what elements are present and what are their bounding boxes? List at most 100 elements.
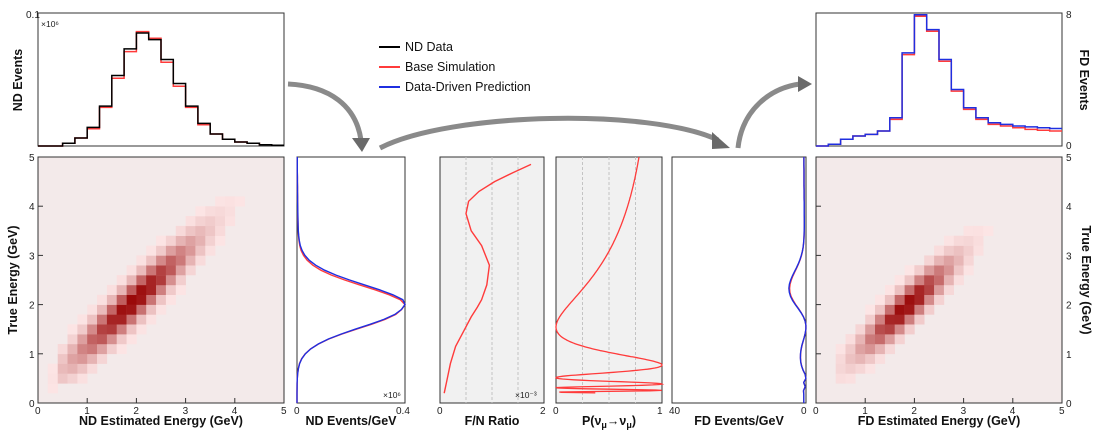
heatmap-cell (57, 344, 68, 355)
heatmap-cell (943, 275, 954, 286)
heatmap-cell (835, 363, 846, 374)
heatmap-cell (146, 284, 157, 295)
heatmap-cell (175, 284, 186, 295)
heatmap-cell (943, 255, 954, 266)
arrow-extrapolate (378, 115, 720, 151)
heatmap-cell (973, 225, 984, 236)
heatmap-cell (126, 294, 137, 305)
heatmap-cell (146, 255, 157, 266)
x-tick-label: 1 (84, 406, 90, 417)
heatmap-cell (77, 324, 88, 335)
x-tick-label: 3 (183, 406, 189, 417)
nd-vert-xlabel: ND Events/GeV (305, 414, 397, 428)
heatmap-cell (934, 265, 945, 276)
heatmap-cell (884, 344, 895, 355)
heatmap-cell (835, 353, 846, 364)
y-tick-label: 3 (1066, 251, 1072, 262)
heatmap-cell (97, 334, 108, 345)
heatmap-cell (165, 284, 176, 295)
heatmap-cell (185, 235, 196, 246)
heatmap-cell (185, 265, 196, 276)
heatmap-cell (953, 245, 964, 256)
heatmap-cell (175, 275, 186, 286)
heatmap-cell (185, 245, 196, 256)
heatmap-cell (106, 304, 117, 315)
heatmap-cell (156, 255, 167, 266)
heatmap-cell (156, 294, 167, 305)
heatmap-cell (97, 314, 108, 325)
heatmap-cell (87, 353, 98, 364)
nd-vert-xtick-0: 0 (294, 406, 300, 417)
heatmap-cell (973, 245, 984, 256)
fn-xtick-0: 0 (437, 406, 443, 417)
heatmap-cell (175, 255, 186, 266)
heatmap-cell (855, 324, 866, 335)
heatmap-cell (943, 265, 954, 276)
fd-events-ytick-top: 8 (1066, 10, 1072, 21)
heatmap-cell (845, 344, 856, 355)
fn-series-line (443, 163, 532, 394)
heatmap-cell (894, 275, 905, 286)
heatmap-cell (165, 265, 176, 276)
x-tick-label: 5 (281, 406, 287, 417)
heatmap-cell (924, 255, 935, 266)
heatmap-cell (185, 225, 196, 236)
fn-xtick-1: 2 (540, 406, 546, 417)
y-tick-label: 5 (1066, 153, 1072, 164)
arrow-head-1 (352, 138, 370, 152)
heatmap-cell (215, 225, 226, 236)
nd-smearing-xlabel: ND Estimated Energy (GeV) (79, 414, 243, 428)
y-tick-label: 2 (1066, 301, 1072, 312)
heatmap-cell (87, 344, 98, 355)
heatmap-cell (165, 294, 176, 305)
heatmap-cell (953, 235, 964, 246)
fd-events-series-line (816, 13, 1062, 147)
heatmap-cell (195, 235, 206, 246)
heatmap-cell (175, 225, 186, 236)
heatmap-cell (205, 235, 216, 246)
x-tick-label: 2 (911, 406, 917, 417)
heatmap-cell (205, 225, 216, 236)
heatmap-cell (195, 255, 206, 266)
heatmap-cell (943, 235, 954, 246)
heatmap-cell (865, 324, 876, 335)
legend-label-nd-data: ND Data (405, 40, 453, 54)
heatmap-cell (904, 275, 915, 286)
heatmap-cell (963, 265, 974, 276)
heatmap-cell (106, 284, 117, 295)
x-tick-label: 2 (133, 406, 139, 417)
heatmap-cell (894, 284, 905, 295)
heatmap-cell (136, 294, 147, 305)
heatmap-cell (156, 284, 167, 295)
heatmap-cell (914, 304, 925, 315)
heatmap-cell (97, 324, 108, 335)
heatmap-cell (97, 344, 108, 355)
heatmap-cell (983, 225, 994, 236)
heatmap-cell (67, 344, 78, 355)
heatmap-cell (165, 235, 176, 246)
nd-events-ytick-top: 0.1 (26, 10, 40, 21)
heatmap-cell (943, 245, 954, 256)
arrow-to-fd (735, 81, 801, 149)
heatmap-cell (934, 245, 945, 256)
heatmap-cell (835, 373, 846, 384)
heatmap-cell (963, 235, 974, 246)
fd-events-panel: 8 0 FD Events (815, 10, 1091, 152)
x-tick-label: 1 (862, 406, 868, 417)
heatmap-cell (865, 363, 876, 374)
heatmap-cell (875, 324, 886, 335)
nd-smearing-ylabel: True Energy (GeV) (6, 225, 20, 334)
heatmap-cell (215, 235, 226, 246)
fd-vert-series-line (788, 157, 807, 403)
heatmap-cell (865, 344, 876, 355)
heatmap-cell (934, 275, 945, 286)
y-tick-label: 1 (29, 350, 35, 361)
heatmap-cell (165, 275, 176, 286)
heatmap-cell (963, 245, 974, 256)
y-tick-label: 0 (1066, 399, 1072, 410)
heatmap-cell (87, 304, 98, 315)
x-tick-label: 0 (813, 406, 819, 417)
fn-ratio-panel: 0 2 ×10⁻³ F/N Ratio (437, 156, 546, 428)
heatmap-cell (875, 344, 886, 355)
